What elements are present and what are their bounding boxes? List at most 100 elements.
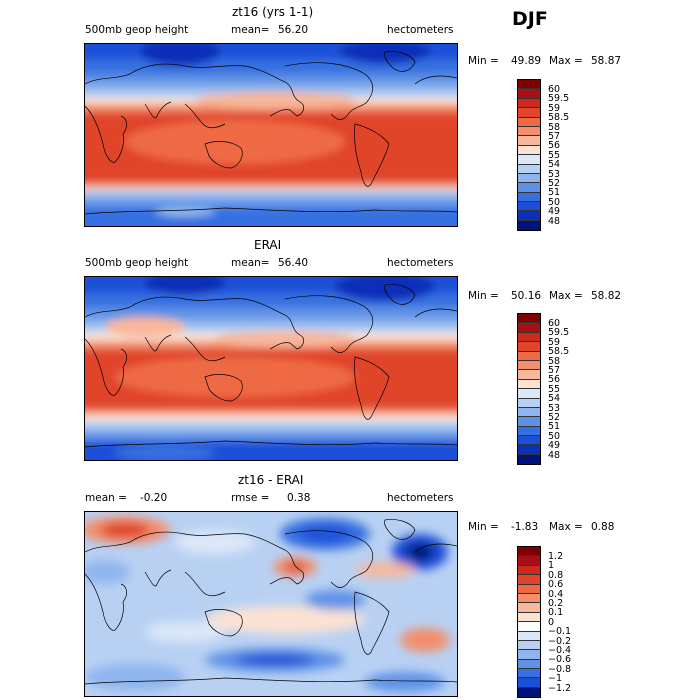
colorbar-tick-label: 56 <box>548 374 561 386</box>
blob <box>355 562 415 578</box>
colorbar-tick-label: 0.2 <box>548 598 564 609</box>
panel-1-map <box>84 43 458 227</box>
coastlines <box>85 519 457 685</box>
colorbar-swatch <box>518 407 540 418</box>
blob <box>235 654 315 666</box>
colorbar-tick-label: 59 <box>548 336 561 348</box>
colorbar-swatch <box>518 593 540 604</box>
band <box>85 84 457 94</box>
coast-india <box>144 569 172 587</box>
colorbar-tick-label: −1 <box>548 673 563 685</box>
panel-3-rmse-label: rmse = <box>231 492 270 504</box>
colorbar-tick-label: 53 <box>548 402 561 414</box>
colorbar-tick-label: 57 <box>548 365 561 376</box>
coast-antarctica <box>85 677 457 685</box>
coast-antarctica <box>85 207 457 215</box>
colorbar-swatch <box>518 360 540 371</box>
coast-europe-east <box>414 543 457 553</box>
panel-2-mean-value: 56.40 <box>278 257 309 269</box>
colorbar-swatch <box>518 202 540 212</box>
panel-2-variable-label: 500mb geop height <box>85 257 189 269</box>
band <box>85 307 457 321</box>
blob <box>340 44 430 64</box>
panel-1-min-value: 49.89 <box>511 55 542 67</box>
colorbar-swatch <box>518 351 540 361</box>
coast-n-america <box>284 295 374 353</box>
colorbar-tick-label: 59 <box>548 102 561 114</box>
colorbar-swatch <box>518 126 540 137</box>
blob <box>155 207 215 217</box>
colorbar-swatch <box>518 98 540 109</box>
colorbar-tick-label: 54 <box>548 393 561 405</box>
panel-1-colorbar <box>517 79 541 232</box>
coast-africa <box>85 105 127 163</box>
coast-europe-east <box>414 308 457 318</box>
colorbar-swatch <box>518 547 540 557</box>
band <box>85 319 457 329</box>
colorbar-swatch <box>518 669 540 679</box>
colorbar-tick-label: 49 <box>548 206 561 218</box>
colorbar-tick-label: 58.5 <box>548 112 570 124</box>
band <box>85 327 457 335</box>
colorbar-swatch <box>518 445 540 455</box>
blob <box>85 663 185 691</box>
colorbar-swatch <box>518 155 540 165</box>
panel-1-max-label: Max = <box>549 55 583 67</box>
colorbar-tick-label: 58 <box>548 121 561 133</box>
coastlines <box>85 284 457 448</box>
blob <box>85 560 130 584</box>
panel-3-max-label: Max = <box>549 521 583 533</box>
band <box>85 200 457 210</box>
panel-3-title: zt16 - ERAI <box>238 473 304 487</box>
colorbar-tick-label: 59.5 <box>548 93 570 105</box>
panel-1-title: zt16 (yrs 1-1) <box>232 5 314 19</box>
colorbar-swatch <box>518 117 540 127</box>
season-label: DJF <box>512 8 548 30</box>
blob <box>125 120 345 164</box>
blob <box>175 530 255 554</box>
colorbar-swatch <box>518 173 540 184</box>
panel-1-mean-label: mean= <box>231 24 270 36</box>
coast-s-america <box>354 123 390 187</box>
colorbar-swatch <box>518 640 540 651</box>
colorbar-swatch <box>518 417 540 427</box>
panel-3-rmse-value: 0.38 <box>287 492 311 504</box>
colorbar-swatch <box>518 565 540 576</box>
panel-2-min-value: 50.16 <box>511 290 542 302</box>
coast-seasia <box>184 336 226 362</box>
blob <box>105 317 185 337</box>
colorbar-swatch <box>518 612 540 623</box>
coast-s-america <box>354 591 390 655</box>
colorbar-swatch <box>518 183 540 193</box>
coast-n-america <box>284 530 374 588</box>
coast-europe-east <box>414 75 457 85</box>
colorbar-swatch <box>518 220 540 231</box>
colorbar-tick-label: 58.5 <box>548 346 570 358</box>
colorbar-tick-label: 49 <box>548 440 561 452</box>
colorbar-tick-label: 60 <box>548 318 561 329</box>
colorbar-tick-label: −1.2 <box>548 682 572 694</box>
coast-greenland <box>384 284 416 305</box>
coast-greenland <box>384 519 416 540</box>
colorbar-tick-label: 56 <box>548 140 561 152</box>
colorbar-swatch <box>518 631 540 641</box>
blob <box>140 44 220 66</box>
colorbar-tick-label: 0.6 <box>548 579 564 591</box>
colorbar-swatch <box>518 108 540 118</box>
panel-3-mean-value: -0.20 <box>140 492 168 504</box>
coast-n-america <box>284 62 374 120</box>
coast-seasia <box>184 571 226 597</box>
colorbar-tick-label: 50 <box>548 430 561 442</box>
panel-2-max-value: 58.82 <box>591 290 622 302</box>
coast-india <box>144 334 172 352</box>
coast-s-america <box>354 356 390 420</box>
panel-3-units: hectometers <box>387 492 454 504</box>
coast-australia <box>204 609 243 637</box>
panel-2-colorbar <box>517 313 541 466</box>
colorbar-swatch <box>518 80 540 90</box>
band <box>85 427 457 435</box>
coast-europe-asia <box>85 296 305 350</box>
colorbar-tick-label: 55 <box>548 149 561 161</box>
panel-3-max-value: 0.88 <box>591 521 615 533</box>
colorbar-swatch <box>518 89 540 99</box>
